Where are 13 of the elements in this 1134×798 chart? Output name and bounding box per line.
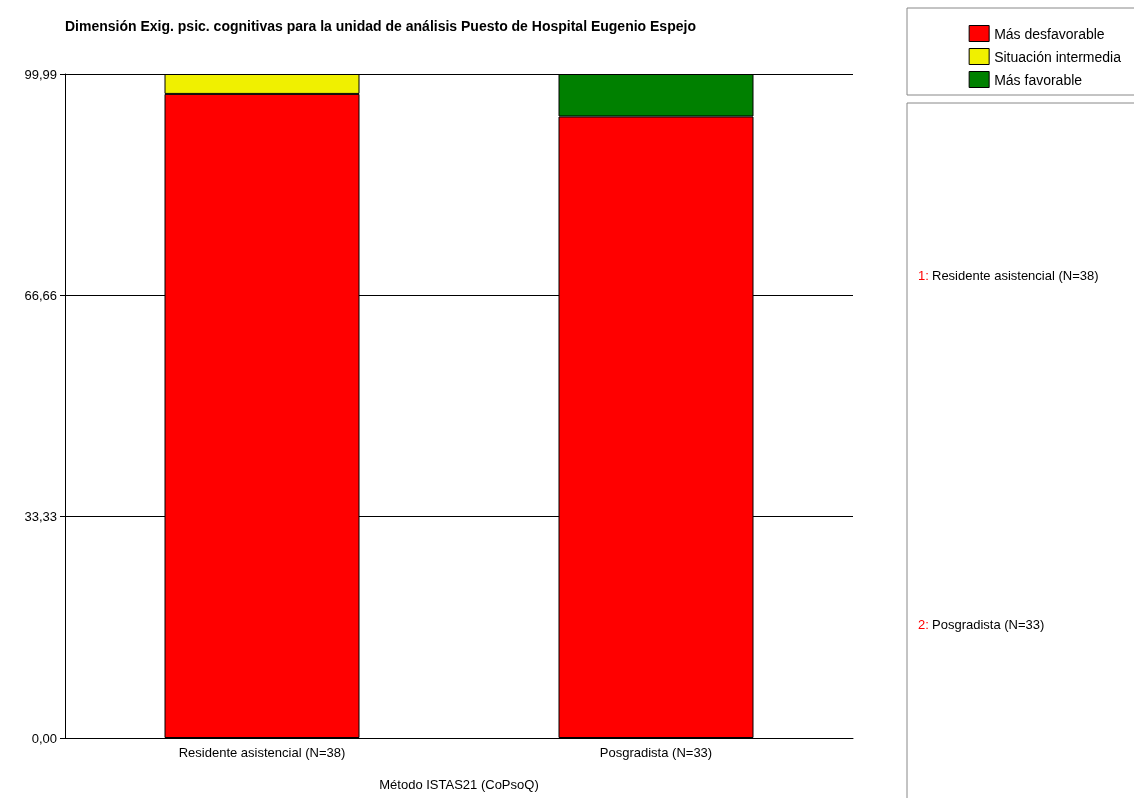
- y-tick-label: 33,33: [24, 509, 57, 525]
- legend-label: Situación intermedia: [994, 48, 1122, 65]
- text: 2:: [918, 617, 929, 632]
- chart-title: Dimensión Exig. psic. cognitivas para la unidad de análisis Puesto de Hospital Eugenio Espejo: [65, 18, 696, 34]
- y-tick-label: 66,66: [24, 287, 57, 303]
- text: Residente asistencial (N=38): [932, 268, 1099, 283]
- y-tick-label: 0,00: [31, 730, 57, 746]
- legend-label: Más favorable: [994, 71, 1083, 88]
- x-axis-title: Método ISTAS21 (CoPsoQ): [379, 777, 539, 792]
- text: Posgradista (N=33): [932, 617, 1045, 632]
- y-tick-label: 99,99: [24, 66, 57, 82]
- text: 1:: [918, 268, 929, 283]
- legend-label: Más desfavorable: [994, 25, 1105, 42]
